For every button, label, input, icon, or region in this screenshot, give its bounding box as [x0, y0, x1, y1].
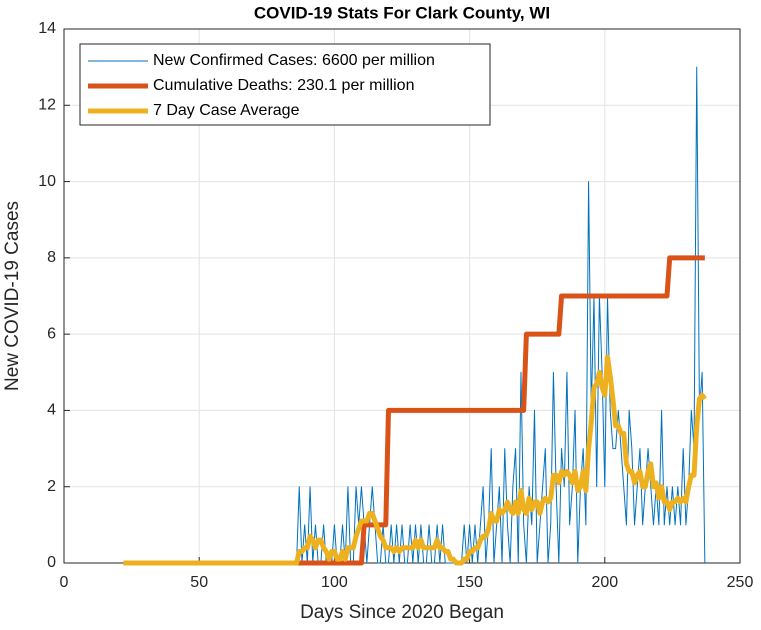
y-tick-label: 0 — [47, 554, 56, 571]
x-tick-label: 200 — [591, 574, 618, 591]
legend-label: Cumulative Deaths: 230.1 per million — [153, 77, 414, 94]
series-line — [123, 354, 707, 566]
y-tick-label: 2 — [47, 478, 56, 495]
x-tick-label: 150 — [456, 574, 483, 591]
y-axis-label: New COVID-19 Cases — [2, 201, 23, 391]
y-tick-label: 6 — [47, 325, 56, 342]
y-tick-label: 8 — [47, 249, 56, 266]
legend: New Confirmed Cases: 6600 per million Cum… — [79, 43, 491, 126]
x-axis-label: Days Since 2020 Began — [300, 602, 504, 623]
y-tick-label: 12 — [38, 97, 56, 114]
y-tick-label: 10 — [38, 173, 56, 190]
chart-title: COVID-19 Stats For Clark County, WI — [254, 3, 550, 22]
x-tick-label: 50 — [190, 574, 208, 591]
legend-label: 7 Day Case Average — [153, 102, 300, 119]
legend-box — [79, 43, 491, 126]
x-tick-label: 0 — [60, 574, 69, 591]
x-tick-label: 250 — [727, 574, 754, 591]
y-tick-label: 4 — [47, 402, 56, 419]
x-tick-label: 100 — [321, 574, 348, 591]
y-tick-label: 14 — [38, 20, 56, 37]
legend-label: New Confirmed Cases: 6600 per million — [153, 52, 435, 69]
plot-frame — [63, 28, 741, 564]
